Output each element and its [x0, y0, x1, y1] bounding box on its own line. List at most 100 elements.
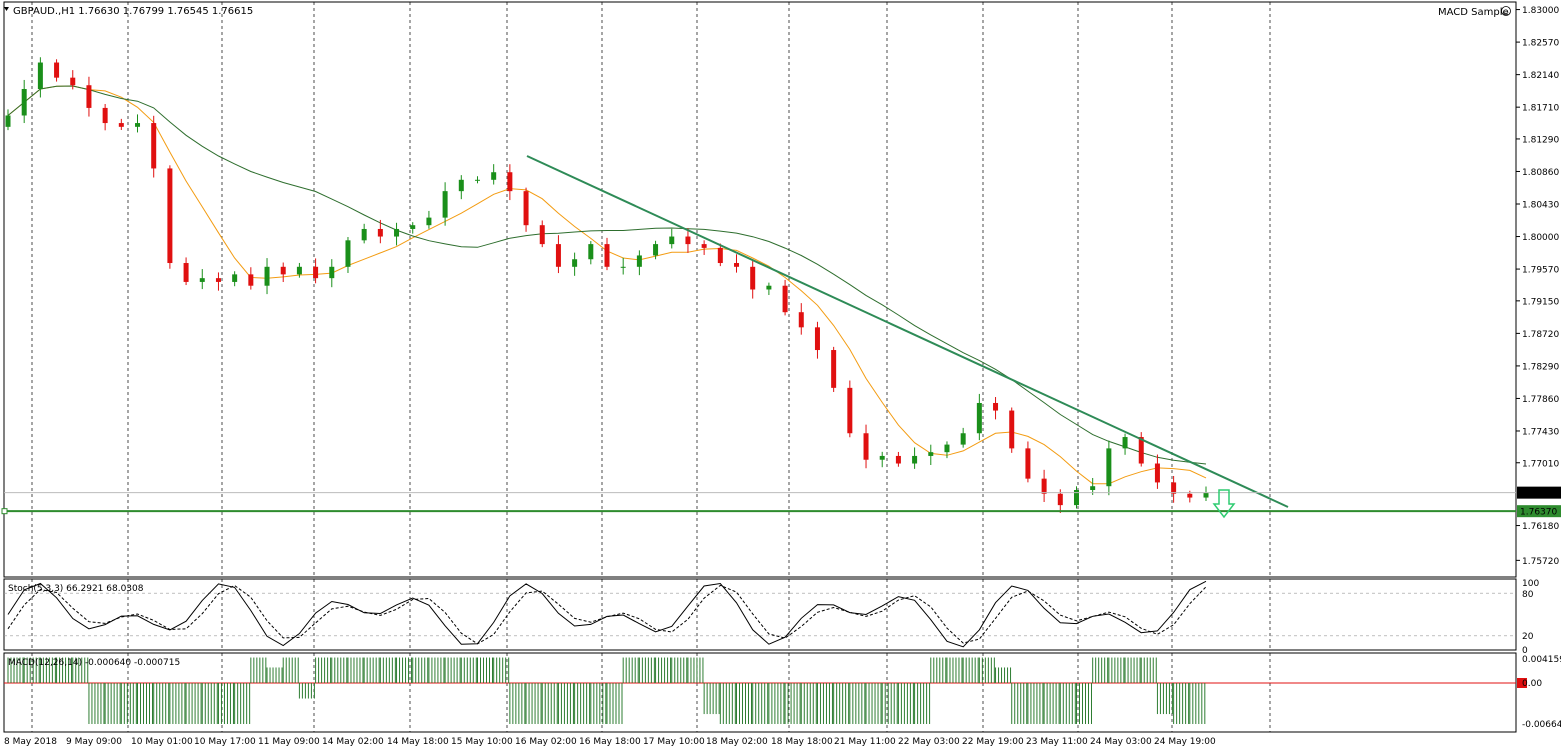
candle-body — [895, 455, 901, 464]
candles — [5, 57, 1209, 513]
stoch-main-line — [7, 580, 1207, 648]
x-tick-label: 18 May 18:00 — [771, 737, 833, 747]
candle-body — [329, 266, 335, 279]
candle-body — [685, 236, 691, 245]
candle-body — [377, 228, 383, 237]
candle-body — [248, 274, 254, 286]
time-axis: 8 May 2018 9 May 09:00 10 May 01:00 10 May … — [4, 737, 1216, 747]
candle-body — [588, 244, 594, 260]
stoch-scale-label: 100 — [1522, 579, 1539, 589]
candle-body — [928, 452, 934, 456]
x-tick-label: 22 May 03:00 — [898, 737, 960, 747]
stoch-scale-label: 80 — [1522, 590, 1534, 600]
y-tick-label: 1.80000 — [1522, 233, 1559, 243]
candle-body — [135, 123, 141, 127]
candle-body — [734, 263, 740, 267]
x-tick-label: 10 May 17:00 — [194, 737, 256, 747]
candle-body — [264, 266, 270, 286]
y-tick-label: 1.78290 — [1522, 362, 1559, 372]
candle-body — [361, 228, 367, 241]
y-tick-label: 1.79570 — [1522, 266, 1559, 276]
candle-body — [620, 266, 626, 268]
candle-body — [750, 266, 756, 290]
macd-panel-frame — [3, 652, 1517, 733]
candle-body — [345, 240, 351, 267]
candle-body — [215, 278, 221, 282]
candle-body — [394, 228, 400, 237]
y-tick-label: 1.77860 — [1522, 395, 1559, 405]
candle-body — [507, 172, 513, 192]
current-price-label: 1.76615 — [1520, 489, 1557, 499]
x-tick-label: 14 May 18:00 — [387, 737, 449, 747]
candle-body — [539, 225, 545, 245]
support-line-handle[interactable] — [1, 508, 8, 515]
macd-zero-tag — [1517, 678, 1527, 688]
x-tick-label: 16 May 18:00 — [579, 737, 641, 747]
candle-body — [960, 433, 966, 445]
candle-body — [1106, 448, 1112, 487]
candle-body — [313, 266, 319, 279]
candle-body — [879, 455, 885, 460]
symbol-info: GBPAUD.,H1 1.76630 1.76799 1.76545 1.766… — [13, 6, 253, 17]
x-tick-label: 11 May 09:00 — [258, 737, 320, 747]
fast-moving-average — [7, 85, 1207, 485]
candle-body — [118, 123, 124, 127]
stochastic-panel-frame — [3, 578, 1517, 651]
candle-body — [491, 172, 497, 180]
candle-body — [636, 255, 642, 267]
candle-body — [831, 350, 837, 388]
current-price-tag — [1517, 486, 1561, 499]
candle-body — [37, 62, 43, 90]
y-tick-label: 1.80860 — [1522, 168, 1559, 178]
support-price-tag — [1517, 505, 1561, 518]
macd-scale-label: 0.00 — [1522, 679, 1542, 689]
y-tick-label: 1.77010 — [1522, 459, 1559, 469]
candle-body — [1122, 437, 1128, 449]
x-tick-label: 22 May 19:00 — [962, 737, 1024, 747]
candle-body — [912, 455, 918, 464]
candle-body — [70, 77, 76, 86]
stochastic-panel — [4, 580, 1516, 648]
candle-body — [669, 236, 675, 245]
x-tick-label: 14 May 02:00 — [322, 737, 384, 747]
x-tick-label: 17 May 10:00 — [643, 737, 705, 747]
y-tick-label: 1.80430 — [1522, 201, 1559, 211]
candle-body — [863, 433, 869, 460]
y-tick-label: 1.76180 — [1522, 522, 1559, 532]
x-tick-label: 9 May 09:00 — [66, 737, 122, 747]
y-tick-label: 1.79150 — [1522, 297, 1559, 307]
candle-body — [280, 266, 286, 275]
stoch-signal-line — [7, 584, 1207, 645]
candle-body — [410, 225, 416, 229]
y-tick-label: 1.78720 — [1522, 330, 1559, 340]
candle-body — [5, 115, 11, 127]
y-tick-label: 1.77430 — [1522, 427, 1559, 437]
macd-panel — [4, 657, 1527, 724]
vertical-grid — [31, 2, 1271, 732]
dropdown-icon[interactable] — [4, 7, 9, 11]
candle-body — [54, 62, 60, 78]
candle-body — [458, 179, 464, 192]
downtrend-line[interactable] — [526, 155, 1289, 508]
candle-body — [1187, 493, 1193, 498]
candle-body — [766, 285, 772, 290]
y-tick-label: 1.81710 — [1522, 104, 1559, 114]
y-tick-label: 1.82570 — [1522, 39, 1559, 49]
y-tick-label: 1.81290 — [1522, 135, 1559, 145]
candle-body — [555, 244, 561, 267]
candle-body — [1009, 410, 1015, 449]
down-arrow-icon — [1212, 489, 1236, 519]
candle-body — [1041, 478, 1047, 494]
candle-body — [701, 244, 707, 248]
candle-body — [814, 327, 820, 351]
stoch-scale-label: 0 — [1522, 646, 1528, 656]
candle-body — [944, 444, 950, 453]
x-tick-label: 16 May 02:00 — [515, 737, 577, 747]
x-tick-label: 23 May 11:00 — [1026, 737, 1088, 747]
stoch-scale-label: 20 — [1522, 632, 1534, 642]
candle-body — [976, 402, 982, 434]
macd-label: MACD(12,26,14) -0.000640 -0.000715 — [8, 658, 180, 668]
candle-body — [653, 244, 659, 256]
candle-body — [232, 274, 238, 282]
